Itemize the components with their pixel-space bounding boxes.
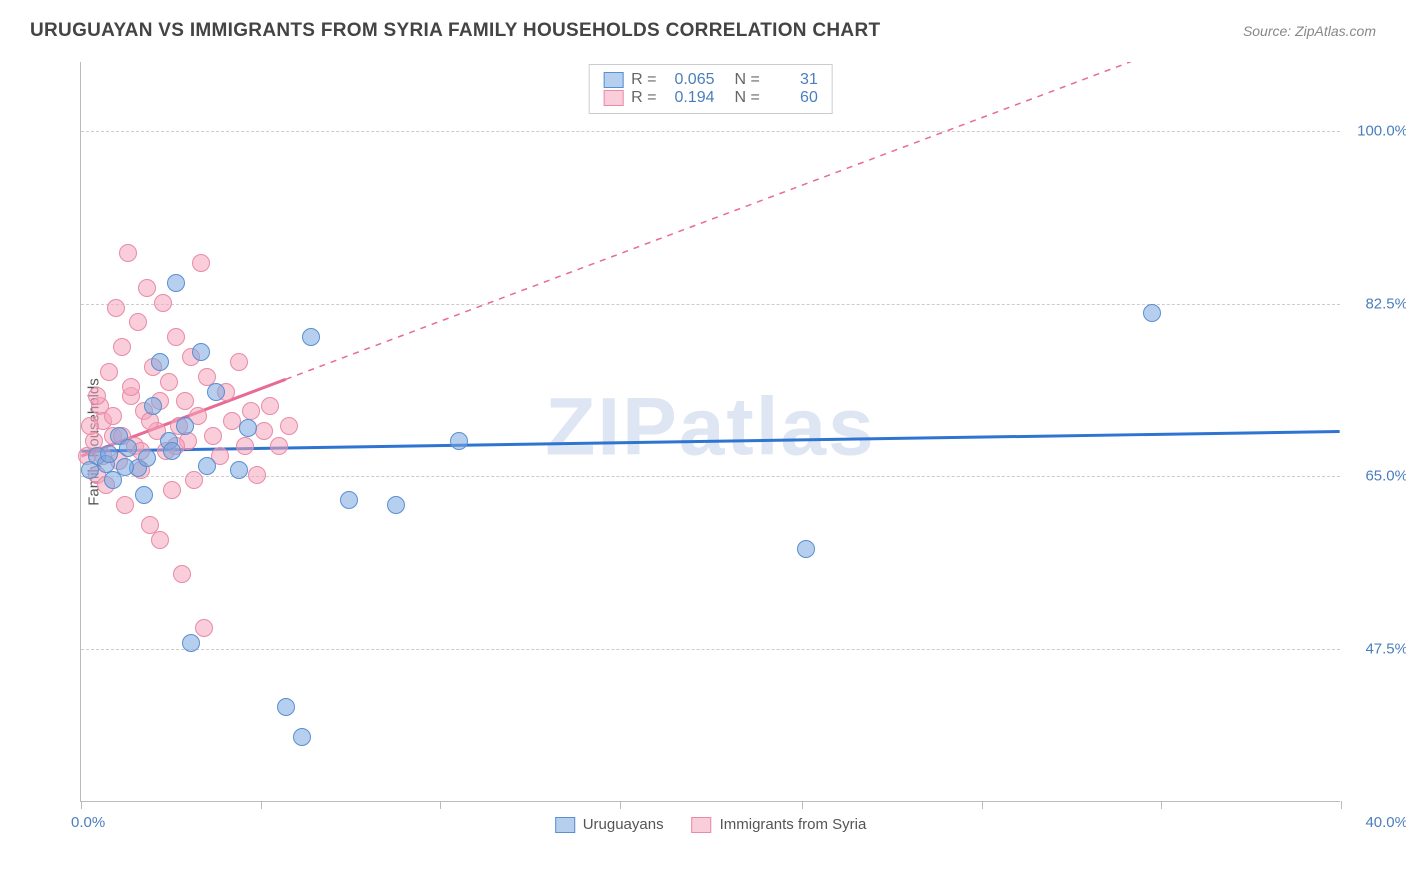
data-point [242,402,260,420]
data-point [122,378,140,396]
data-point [81,417,99,435]
gridline [81,476,1340,477]
y-tick-label: 47.5% [1365,641,1406,658]
data-point [340,491,358,509]
data-point [100,363,118,381]
data-point [204,427,222,445]
data-point [1143,304,1161,322]
data-point [182,634,200,652]
x-max-label: 40.0% [1365,814,1406,831]
data-point [270,437,288,455]
stats-row-series-a: R = 0.065 N = 31 [603,71,818,89]
r-value-b: 0.194 [665,89,715,107]
data-point [107,299,125,317]
n-label: N = [735,71,760,89]
data-point [167,274,185,292]
data-point [119,439,137,457]
swatch-series-b [603,90,623,106]
chart-area: Family Households ZIPatlas R = 0.065 N =… [30,52,1376,832]
data-point [797,540,815,558]
data-point [113,338,131,356]
data-point [88,387,106,405]
data-point [277,698,295,716]
data-point [163,442,181,460]
x-min-label: 0.0% [71,814,105,831]
header-row: URUGUAYAN VS IMMIGRANTS FROM SYRIA FAMIL… [30,20,1376,42]
x-tick [620,801,621,809]
swatch-series-a [555,817,575,833]
data-point [151,531,169,549]
data-point [280,417,298,435]
data-point [198,457,216,475]
data-point [302,328,320,346]
y-tick-label: 100.0% [1357,123,1406,140]
data-point [119,244,137,262]
data-point [135,486,153,504]
data-point [167,328,185,346]
stats-legend: R = 0.065 N = 31 R = 0.194 N = 60 [588,64,833,114]
data-point [195,619,213,637]
data-point [129,313,147,331]
data-point [151,353,169,371]
data-point [185,471,203,489]
swatch-series-a [603,72,623,88]
data-point [116,496,134,514]
data-point [192,254,210,272]
data-point [138,449,156,467]
n-value-b: 60 [768,89,818,107]
x-tick [81,801,82,809]
y-tick-label: 65.0% [1365,468,1406,485]
data-point [387,496,405,514]
legend-item-series-a: Uruguayans [555,816,664,833]
swatch-series-b [692,817,712,833]
scatter-plot: ZIPatlas R = 0.065 N = 31 R = 0.194 N = … [80,62,1340,802]
chart-title: URUGUAYAN VS IMMIGRANTS FROM SYRIA FAMIL… [30,20,880,42]
data-point [104,471,122,489]
data-point [255,422,273,440]
data-point [154,294,172,312]
data-point [236,437,254,455]
watermark-text: ZIPatlas [545,380,875,474]
x-tick [1341,801,1342,809]
data-point [173,565,191,583]
data-point [176,392,194,410]
data-point [230,353,248,371]
x-tick [982,801,983,809]
legend-item-series-b: Immigrants from Syria [692,816,867,833]
data-point [138,279,156,297]
data-point [192,343,210,361]
r-label: R = [631,89,656,107]
data-point [239,419,257,437]
data-point [163,481,181,499]
data-point [100,445,118,463]
data-point [144,397,162,415]
series-legend: Uruguayans Immigrants from Syria [555,816,867,833]
y-tick-label: 82.5% [1365,295,1406,312]
n-value-a: 31 [768,71,818,89]
stats-row-series-b: R = 0.194 N = 60 [603,89,818,107]
x-tick [261,801,262,809]
gridline [81,649,1340,650]
data-point [104,407,122,425]
x-tick [802,801,803,809]
x-tick [440,801,441,809]
data-point [248,466,266,484]
r-value-a: 0.065 [665,71,715,89]
n-label: N = [735,89,760,107]
source-credit: Source: ZipAtlas.com [1243,23,1376,39]
legend-label-a: Uruguayans [583,816,664,833]
data-point [116,458,134,476]
data-point [207,383,225,401]
legend-label-b: Immigrants from Syria [720,816,867,833]
data-point [230,461,248,479]
data-point [293,728,311,746]
data-point [176,417,194,435]
r-label: R = [631,71,656,89]
gridline [81,131,1340,132]
data-point [450,432,468,450]
data-point [160,373,178,391]
data-point [261,397,279,415]
x-tick [1161,801,1162,809]
